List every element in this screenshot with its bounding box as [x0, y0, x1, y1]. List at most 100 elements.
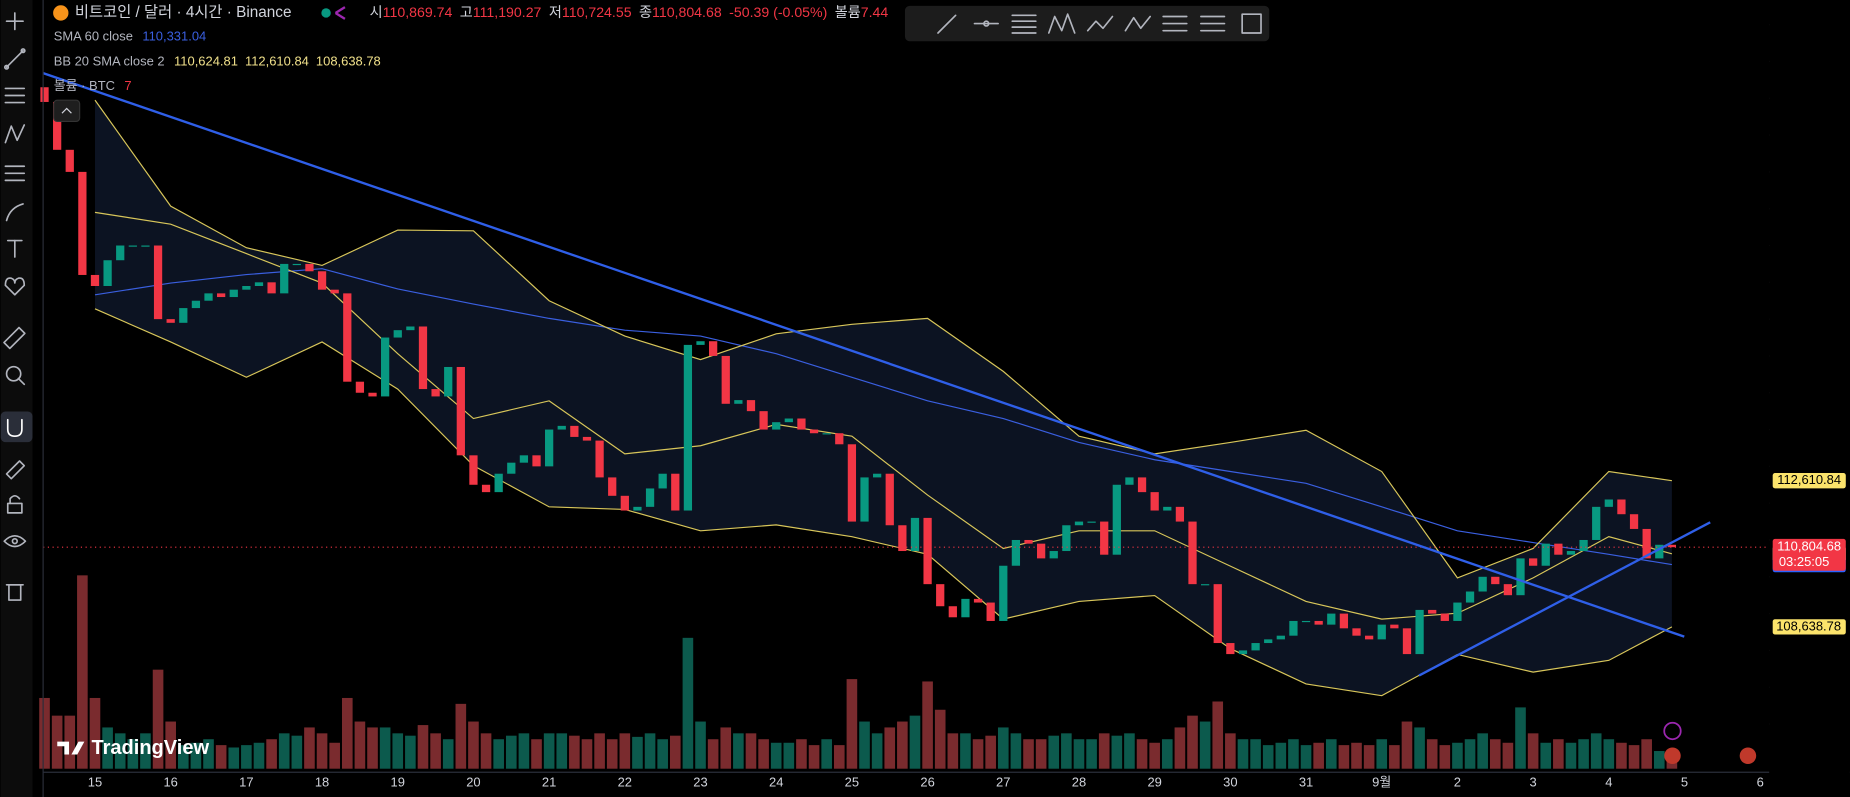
candle-body: [229, 289, 238, 298]
candle-body: [381, 337, 390, 397]
volume-bar: [1603, 739, 1615, 769]
toolbar-icon[interactable]: [1047, 13, 1076, 34]
candle-body: [1100, 521, 1109, 555]
crosshair-tool[interactable]: [5, 12, 24, 31]
volume-bar: [1275, 742, 1287, 769]
lock-draw-tool[interactable]: [5, 460, 26, 480]
volume-bar: [796, 739, 807, 769]
candle-body: [507, 462, 516, 474]
event-icon[interactable]: [1739, 747, 1757, 764]
volume-bar: [1149, 742, 1160, 769]
candle-body: [797, 418, 806, 430]
candle-body: [772, 422, 781, 430]
candle-body: [53, 101, 62, 150]
sma-legend: SMA 60 close 110,331.04: [54, 29, 207, 44]
ruler-tool[interactable]: [3, 326, 26, 350]
candle-body: [1377, 624, 1386, 640]
toolbar-icon[interactable]: [937, 14, 957, 34]
x-tick-label: 17: [239, 774, 253, 789]
candle-body: [519, 455, 529, 463]
volume-bar: [253, 742, 265, 769]
candle-body: [1125, 477, 1134, 485]
volume-bar: [758, 739, 769, 769]
volume-bar: [1073, 739, 1085, 769]
volume-bar: [442, 739, 454, 769]
candle-body: [1289, 620, 1298, 636]
candle-body: [948, 606, 957, 618]
volume-bar: [1515, 707, 1526, 769]
fib-tool[interactable]: [4, 87, 26, 104]
volume-bar: [316, 733, 328, 769]
candle-body: [1604, 499, 1613, 507]
toolbar-icon[interactable]: [1124, 15, 1152, 32]
volume-bar: [619, 733, 631, 769]
candle-body: [936, 584, 945, 607]
x-tick-label: 18: [315, 774, 329, 789]
volume-bar: [581, 739, 593, 769]
volume-bar: [1502, 742, 1514, 769]
event-icon[interactable]: [1664, 747, 1681, 764]
lock-tool[interactable]: [6, 494, 23, 514]
trendline-tool[interactable]: [3, 48, 26, 70]
volume-bar: [177, 745, 189, 769]
volume-bar: [1653, 751, 1665, 769]
toolbar-icon[interactable]: [1241, 13, 1262, 34]
volume-bar: [39, 697, 50, 769]
candle-body: [343, 293, 352, 382]
candle-body: [595, 440, 604, 478]
volume-bar: [354, 721, 366, 769]
volume-bar: [518, 733, 530, 769]
candle-body: [1150, 492, 1159, 511]
text-tool[interactable]: [6, 239, 23, 258]
candle-body: [1238, 650, 1248, 655]
candle-body: [1339, 613, 1349, 629]
volume-bar: [127, 739, 139, 769]
brush-tool[interactable]: [5, 203, 24, 222]
volume-bar: [480, 733, 492, 769]
candle-body: [1112, 484, 1121, 555]
alert-icon[interactable]: [1663, 721, 1682, 741]
volume-bar: [1124, 733, 1135, 769]
volume-bar: [493, 739, 504, 769]
volume-bar: [228, 747, 240, 769]
candle-body: [494, 473, 503, 493]
volume-bar: [266, 739, 277, 769]
candle-body: [78, 171, 87, 275]
favorite-tool[interactable]: [4, 277, 26, 296]
trend-line[interactable]: [1418, 521, 1711, 677]
volume-bar: [1313, 742, 1324, 769]
visibility-tool[interactable]: [3, 535, 27, 548]
volume-bar: [140, 733, 151, 769]
candle-body: [721, 355, 730, 404]
x-tick-label: 4: [1605, 774, 1612, 789]
trend-line[interactable]: [42, 71, 1685, 638]
toolbar-icon[interactable]: [1011, 14, 1037, 34]
zoom-tool[interactable]: [5, 365, 26, 386]
volume-bar: [241, 745, 252, 769]
candle-body: [1592, 506, 1601, 540]
candle-body: [469, 455, 478, 485]
symbol-title: 비트코인 / 달러 · 4시간 · Binance: [75, 4, 292, 21]
x-tick-label: 31: [1299, 774, 1313, 789]
collapse-button[interactable]: [53, 99, 81, 123]
toolbar-icon[interactable]: [1162, 15, 1188, 32]
volume-bar: [1616, 742, 1627, 769]
candle-body: [1301, 620, 1311, 623]
delete-tool[interactable]: [5, 583, 24, 601]
candle-body: [973, 598, 983, 603]
forecast-tool[interactable]: [4, 165, 26, 182]
candle-body: [734, 400, 743, 404]
candle-body: [709, 341, 718, 356]
toolbar-icon[interactable]: [1200, 15, 1226, 32]
volume-bar: [1023, 739, 1034, 769]
price-tag-label: 108,638.78: [1776, 618, 1841, 633]
magnet-tool[interactable]: [6, 418, 23, 438]
current-price-label: 110,804.68: [1777, 539, 1841, 554]
candle-body: [406, 326, 415, 331]
x-tick-label: 26: [920, 774, 934, 789]
toolbar-icon[interactable]: [1086, 15, 1114, 32]
toolbar-icon[interactable]: [973, 20, 999, 27]
volume-value: 7.44: [861, 4, 889, 20]
pattern-tool[interactable]: [4, 124, 26, 144]
